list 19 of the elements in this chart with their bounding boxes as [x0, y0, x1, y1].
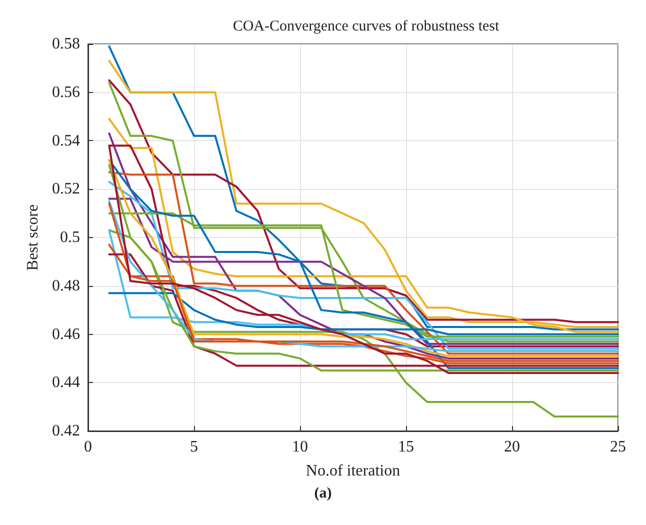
x-tick-label: 5 [190, 438, 198, 456]
x-tick-label: 15 [398, 438, 414, 456]
y-tick-label: 0.46 [52, 326, 80, 343]
y-tick-label: 0.48 [52, 277, 80, 294]
x-tick-label: 20 [504, 438, 520, 456]
y-tick-label: 0.5 [60, 229, 80, 246]
x-axis-title: No.of iteration [306, 462, 400, 480]
text: (a) [314, 486, 332, 502]
x-tick-label: 0 [84, 438, 92, 456]
y-tick-label: 0.44 [52, 374, 80, 392]
y-tick-label: 0.56 [52, 84, 80, 101]
chart-title: COA-Convergence curves of robustness test [232, 18, 500, 34]
y-tick-label: 0.42 [52, 422, 80, 440]
x-tick-label: 10 [292, 438, 308, 456]
y-tick-label: 0.54 [52, 132, 80, 150]
y-tick-label: 0.52 [52, 180, 80, 198]
y-axis-title: Best score [24, 204, 42, 271]
x-tick-label: 25 [610, 438, 626, 456]
y-tick-label: 0.58 [52, 36, 80, 52]
